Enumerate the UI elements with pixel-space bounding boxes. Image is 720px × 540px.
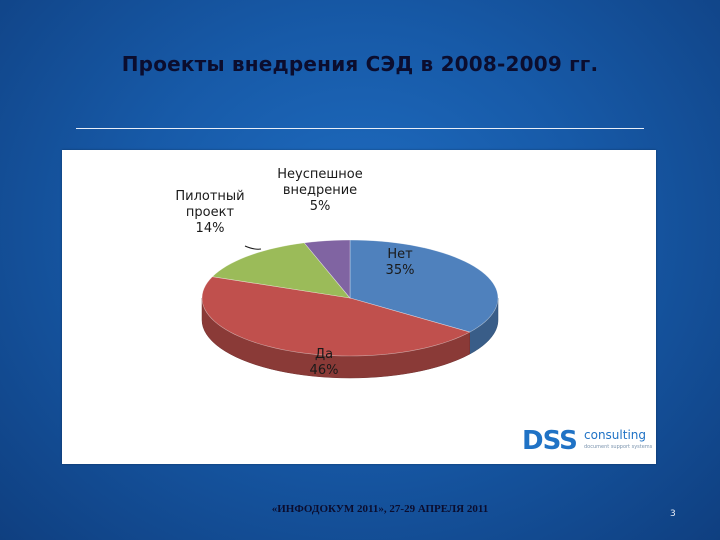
logo-tagline: document support systems: [584, 444, 653, 450]
title-divider: [76, 128, 644, 129]
pie-slice-нет: [349, 239, 499, 333]
pie-label-да: Да 46%: [310, 347, 339, 378]
pie-slice-да: [201, 276, 471, 357]
pie-label-пилотный-проект: Пилотный проект 14%: [175, 189, 244, 236]
slide-footer: «ИНФОДОКУМ 2011», 27-29 АПРЕЛЯ 2011: [271, 503, 489, 515]
pie-leader-line: [244, 245, 262, 250]
pie-slice-неуспешное-внедрение: [303, 239, 351, 299]
logo-dss-text: DSS: [522, 426, 578, 456]
pie-label-нет: Нет 35%: [386, 247, 415, 278]
slide-title: Проекты внедрения СЭД в 2008-2009 гг.: [121, 52, 599, 76]
chart-panel: Нет 35% Да 46% Пилотный проект 14% Неуспешное вн…: [62, 150, 656, 464]
logo-consulting-text: consulting: [584, 428, 646, 442]
pie-label-неуспешное-внедрение: Неуспешное внедрение 5%: [277, 167, 362, 214]
pie-chart: Нет 35% Да 46% Пилотный проект 14% Неуспешное вн…: [175, 167, 499, 379]
slide-number: 3: [670, 509, 676, 519]
